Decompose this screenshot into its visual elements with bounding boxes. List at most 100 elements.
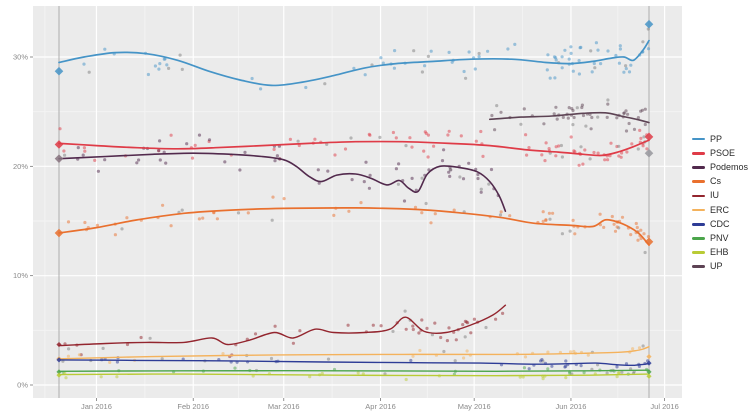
poll-point-ERC	[418, 348, 422, 353]
poll-point-IU	[125, 342, 130, 347]
poll-point-PP	[614, 53, 618, 58]
poll-point-UP	[632, 127, 637, 131]
poll-point-Cs	[573, 232, 577, 236]
poll-point-Podemos	[362, 180, 366, 184]
poll-point-PP	[423, 64, 427, 68]
poll-point-Podemos	[76, 146, 80, 150]
poll-point-PP	[571, 69, 575, 73]
trend-line-Cs	[58, 206, 650, 246]
poll-point-IU	[139, 335, 143, 340]
result-marker-PSOE	[644, 132, 654, 142]
poll-point-PP	[627, 70, 632, 74]
poll-point-PP	[641, 40, 645, 44]
poll-point-ERC	[631, 347, 635, 351]
poll-point-PP	[567, 57, 571, 61]
poll-point-PP	[464, 76, 468, 80]
poll-point-Cs	[598, 212, 602, 216]
poll-point-PSOE	[596, 151, 600, 155]
poll-point-CDC	[579, 364, 583, 368]
poll-point-PP	[618, 47, 623, 51]
poll-point-PP	[167, 66, 171, 70]
poll-point-PP	[624, 67, 628, 71]
poll-point-Cs	[499, 210, 503, 214]
poll-point-Podemos	[402, 199, 407, 203]
trend-line-PSOE	[58, 139, 650, 157]
legend-swatch-icon	[692, 251, 705, 254]
poll-point-IU	[403, 309, 407, 313]
poll-point-Podemos	[164, 161, 168, 165]
poll-point-PSOE	[559, 143, 564, 148]
poll-point-PSOE	[588, 157, 592, 161]
poll-point-UP	[606, 102, 610, 106]
poll-point-PP	[87, 70, 91, 74]
poll-point-Cs	[642, 232, 646, 236]
poll-point-PSOE	[93, 158, 97, 162]
poll-point-Podemos	[207, 138, 212, 142]
poll-point-Podemos	[467, 161, 471, 165]
poll-point-Cs	[282, 197, 286, 201]
poll-point-PSOE	[554, 145, 558, 149]
poll-point-ERC	[586, 353, 590, 357]
poll-point-Cs	[541, 219, 545, 223]
legend-swatch-icon	[692, 166, 705, 169]
legend-item-Cs: Cs	[692, 175, 748, 189]
poll-point-Cs	[66, 220, 71, 224]
poll-point-Podemos	[410, 176, 414, 180]
poll-point-CDC	[615, 365, 619, 369]
legend-swatch-icon	[692, 151, 705, 155]
poll-point-UP	[522, 107, 526, 111]
result-marker-PSOE	[54, 140, 64, 149]
x-tick-label: Jul 2016	[650, 402, 678, 411]
poll-point-PSOE	[481, 154, 485, 158]
legend-item-PP: PP	[692, 132, 748, 146]
poll-point-UP	[643, 107, 647, 111]
poll-point-Podemos	[448, 167, 452, 172]
legend-label: Cs	[710, 176, 721, 187]
poll-point-PSOE	[547, 147, 551, 151]
poll-point-PSOE	[424, 131, 428, 135]
poll-point-PSOE	[569, 135, 573, 139]
legend-swatch-icon	[692, 180, 705, 183]
poll-point-IU	[433, 321, 437, 325]
poll-point-Cs	[125, 216, 129, 220]
poll-point-PSOE	[474, 139, 478, 143]
result-marker-PP	[644, 19, 654, 29]
poll-point-Cs	[634, 221, 638, 226]
poll-point-PSOE	[642, 135, 646, 139]
poll-point-PSOE	[527, 146, 531, 150]
poll-point-PSOE	[62, 149, 66, 153]
poll-point-UP	[542, 122, 546, 126]
result-marker-PP	[54, 66, 64, 76]
poll-point-Cs	[551, 211, 555, 215]
poll-point-Podemos	[185, 142, 189, 146]
poll-point-Cs	[639, 228, 643, 232]
poll-point-Podemos	[81, 153, 85, 157]
poll-point-Cs	[643, 250, 647, 255]
poll-point-IU	[425, 326, 429, 330]
poll-point-PNV	[522, 366, 527, 370]
poll-point-PP	[578, 46, 582, 50]
y-tick-label: 0%	[17, 381, 28, 390]
poll-point-Podemos	[479, 187, 483, 191]
poll-point-CDC	[453, 359, 457, 363]
poll-point-PSOE	[544, 141, 548, 145]
poll-point-Cs	[541, 210, 545, 214]
trend-line-UP	[489, 111, 650, 124]
poll-point-Podemos	[243, 150, 247, 154]
poll-point-UP	[567, 106, 571, 110]
poll-point-PP	[553, 76, 557, 80]
poll-point-EHB	[541, 377, 545, 381]
poll-point-PSOE	[408, 136, 412, 140]
poll-point-IU	[291, 341, 295, 345]
result-marker-ERC	[646, 353, 652, 360]
poll-point-UP	[561, 115, 565, 119]
poll-point-PSOE	[426, 155, 430, 159]
poll-point-CDC	[409, 358, 413, 363]
poll-point-Cs	[560, 232, 565, 236]
poll-point-PSOE	[645, 147, 649, 151]
legend-item-PNV: PNV	[692, 231, 748, 245]
poll-point-PP	[599, 62, 603, 66]
legend-swatch-icon	[692, 194, 705, 198]
legend-label: CDC	[710, 218, 730, 229]
